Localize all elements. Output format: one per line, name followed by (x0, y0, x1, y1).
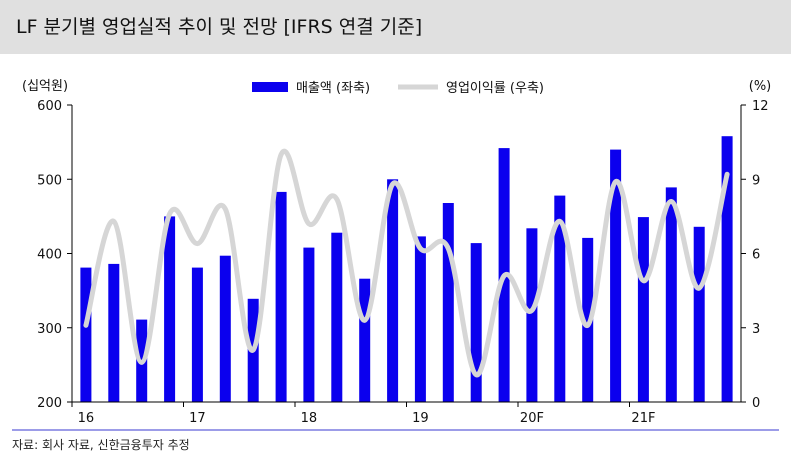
legend-label-margin: 영업이익률 (우축) (446, 81, 544, 96)
bar-sales-q13 (414, 236, 426, 402)
bar-sales-q6 (219, 255, 231, 402)
bar-sales-q18 (554, 195, 566, 402)
tick-label-right: 9 (752, 173, 760, 188)
bar-sales-q10 (331, 232, 343, 402)
bar-sales-q5 (191, 267, 203, 402)
bar-sales-q14 (442, 203, 454, 402)
tick-label-x: 21F (631, 411, 655, 426)
tick-label-right: 6 (752, 248, 760, 263)
tick-label-left: 200 (37, 396, 62, 411)
bar-sales-q19 (582, 237, 594, 402)
bar-sales-q15 (470, 243, 482, 402)
axis-ticks: 600 500 400 300 200 12 9 6 3 0 16 17 18 19 20F 21F (37, 99, 768, 426)
bar-sales-q17 (526, 228, 538, 402)
chart-title: LF 분기별 영업실적 추이 및 전망 [IFRS 연결 기준] (16, 16, 423, 38)
bar-sales-q4 (164, 216, 176, 402)
title-bar: LF 분기별 영업실적 추이 및 전망 [IFRS 연결 기준] (0, 0, 791, 54)
bar-sales-q24 (721, 136, 733, 402)
legend-swatch-sales (252, 82, 288, 92)
bar-sales-q21 (637, 217, 649, 402)
tick-label-right: 12 (752, 99, 769, 114)
tick-label-x: 20F (520, 411, 544, 426)
tick-label-x: 19 (412, 411, 429, 426)
bar-sales-q12 (387, 179, 399, 403)
bar-sales-q2 (108, 263, 120, 402)
bar-sales-q8 (275, 191, 287, 402)
bar-sales-q11 (359, 278, 371, 402)
series-line-operating-margin (83, 148, 730, 378)
bar-group (80, 136, 733, 403)
bar-sales-q9 (303, 247, 315, 402)
tick-label-x: 18 (301, 411, 318, 426)
tick-label-left: 500 (37, 173, 62, 188)
legend-label-sales: 매출액 (좌축) (296, 81, 370, 96)
tick-label-right: 3 (752, 322, 760, 337)
source-note: 자료: 회사 자료, 신한금융투자 추정 (12, 438, 190, 452)
legend: 매출액 (좌축) 영업이익률 (우축) (252, 81, 544, 96)
bar-sales-q23 (693, 226, 705, 402)
tick-label-left: 300 (37, 322, 62, 337)
right-axis-unit: (%) (749, 79, 772, 94)
tick-label-x: 17 (189, 411, 206, 426)
left-axis-unit: (십억원) (22, 79, 68, 94)
tick-label-x: 16 (78, 411, 95, 426)
bar-sales-q20 (610, 149, 622, 402)
tick-label-left: 600 (37, 99, 62, 114)
tick-label-left: 400 (37, 248, 62, 263)
bar-sales-q1 (80, 267, 92, 402)
tick-label-right: 0 (752, 396, 760, 411)
bar-sales-q22 (665, 187, 677, 402)
